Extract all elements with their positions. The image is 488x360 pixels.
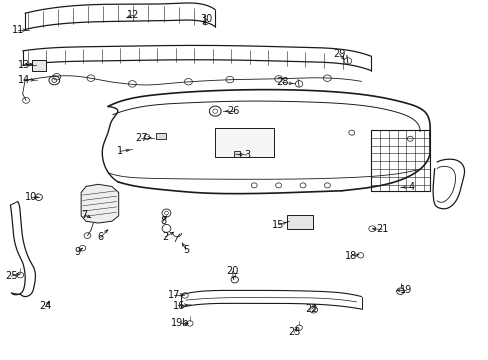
Text: 19b: 19b	[170, 319, 189, 328]
Polygon shape	[287, 215, 312, 229]
Text: 2: 2	[162, 232, 168, 242]
Text: 14: 14	[18, 75, 30, 85]
Text: 21: 21	[375, 225, 387, 234]
Text: 7: 7	[81, 210, 87, 220]
Text: 29: 29	[333, 49, 345, 59]
Text: 13: 13	[18, 59, 30, 69]
Text: 10: 10	[25, 192, 38, 202]
Text: 23: 23	[287, 327, 300, 337]
Text: 4: 4	[407, 182, 413, 192]
Text: 19: 19	[400, 285, 412, 296]
Polygon shape	[215, 128, 273, 157]
Text: 30: 30	[200, 14, 212, 24]
Text: 5: 5	[183, 245, 189, 255]
Text: 1: 1	[117, 146, 123, 156]
Text: 12: 12	[127, 10, 139, 20]
Text: 25: 25	[5, 271, 18, 281]
Text: 18: 18	[344, 251, 356, 261]
Text: 24: 24	[40, 301, 52, 311]
Polygon shape	[233, 151, 239, 157]
Text: 11: 11	[12, 25, 24, 35]
Text: 20: 20	[225, 266, 238, 276]
Text: 27: 27	[135, 133, 147, 143]
Text: 3: 3	[244, 150, 249, 160]
Text: 8: 8	[160, 216, 166, 226]
Polygon shape	[32, 60, 45, 71]
Polygon shape	[81, 184, 119, 223]
Text: 17: 17	[167, 290, 180, 300]
Text: 26: 26	[227, 106, 240, 116]
Text: 16: 16	[172, 301, 184, 311]
Text: 15: 15	[272, 220, 284, 230]
Text: 28: 28	[276, 77, 288, 87]
Polygon shape	[156, 133, 165, 139]
Text: 9: 9	[75, 247, 81, 257]
Text: 6: 6	[98, 232, 103, 242]
Text: 22: 22	[305, 304, 317, 314]
